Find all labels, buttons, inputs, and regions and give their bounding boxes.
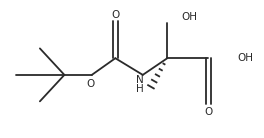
Text: OH: OH [181, 12, 197, 22]
Text: H: H [136, 84, 144, 94]
Text: O: O [204, 107, 213, 117]
Text: O: O [87, 79, 95, 89]
Text: O: O [111, 10, 120, 20]
Text: N: N [136, 75, 144, 85]
Text: OH: OH [238, 53, 254, 63]
